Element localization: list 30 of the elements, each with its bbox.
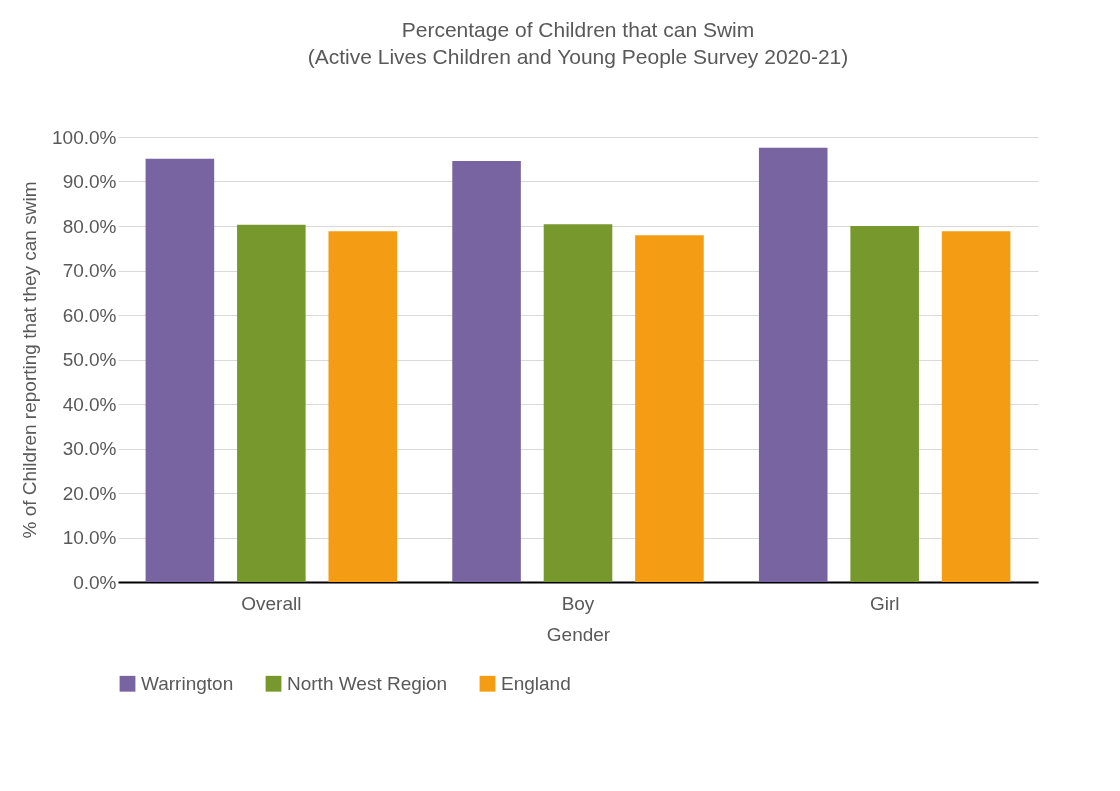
y-tick-label: 90.0% [62,171,117,192]
y-tick-label: 100.0% [52,126,117,148]
y-tick-label: 80.0% [62,215,117,237]
x-tick-label: Overall [241,592,302,614]
bar [850,226,919,582]
y-tick-label: 10.0% [62,527,117,548]
bar [328,231,398,582]
y-tick-label: 20.0% [62,482,117,504]
bar [543,224,613,582]
y-tick-label: 30.0% [62,438,117,459]
legend-label: England [501,672,571,694]
chart-subtitle: (Active Lives Children and Young People Survey 2020-21) [307,45,849,68]
x-axis-title: Gender [546,623,611,645]
bar [452,161,521,582]
y-axis-title: % of Children reporting that they can swim [19,181,41,539]
bar [758,147,828,582]
y-tick-label: 40.0% [62,393,117,415]
x-tick-label: Boy [561,592,595,614]
y-tick-label: 0.0% [73,571,117,593]
y-tick-label: 60.0% [62,304,117,326]
y-tick-label: 50.0% [62,349,117,370]
bar [635,235,704,582]
legend-label: Warrington [141,672,234,694]
legend-label: North West Region [287,672,448,694]
bar [145,158,215,582]
bar [941,231,1011,582]
chart-title: Percentage of Children that can Swim [401,18,755,41]
x-tick-label: Girl [869,592,900,614]
bar [237,224,306,582]
y-tick-label: 70.0% [62,260,117,281]
